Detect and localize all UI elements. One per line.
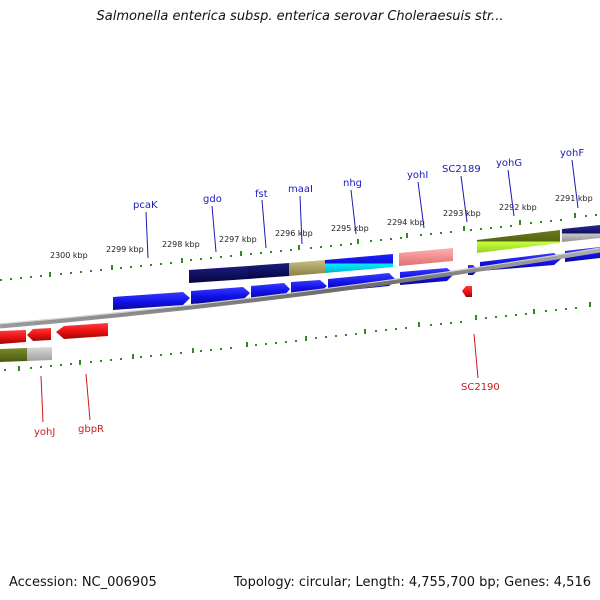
kbp-tick-label: 2295 kbp	[331, 224, 369, 233]
gene-label-yohl[interactable]: yohI	[407, 170, 428, 181]
reverse-gene-labels: yohJ gbpR SC2190	[34, 382, 500, 438]
backbone-highlight	[0, 247, 600, 325]
gene-label-gdo[interactable]: gdo	[203, 194, 222, 205]
gene-label-maal[interactable]: maaI	[288, 184, 313, 195]
gene-feature-gbpr[interactable]	[27, 347, 52, 361]
kbp-tick-label: 2292 kbp	[499, 203, 537, 212]
genome-summary: Topology: circular; Length: 4,755,700 bp…	[233, 575, 591, 590]
gene-feature-yohg[interactable]	[477, 230, 560, 253]
feature-track	[189, 225, 600, 283]
gene-label-yohf[interactable]: yohF	[560, 148, 584, 159]
reverse-cds-track	[0, 286, 472, 344]
forward-leader-lines	[145, 159, 579, 259]
gene-label-nhg[interactable]: nhg	[343, 178, 362, 189]
gene-label-pcak[interactable]: pcaK	[133, 200, 158, 211]
cds-arrow-pcak[interactable]	[113, 292, 190, 310]
genome-backbone	[0, 247, 600, 329]
outer-tick-track	[0, 213, 597, 281]
cds-arrow-yohj[interactable]	[0, 330, 26, 344]
kbp-tick-label: 2294 kbp	[387, 218, 425, 227]
gene-label-gbpr[interactable]: gbpR	[78, 424, 104, 435]
gene-feature-gdo[interactable]	[189, 266, 248, 283]
gene-feature-yohj[interactable]	[0, 348, 27, 362]
kbp-tick-label: 2293 kbp	[443, 209, 481, 218]
gene-feature-nhg[interactable]	[325, 254, 393, 273]
cds-arrow-sc2190[interactable]	[462, 286, 472, 297]
gene-feature-fst[interactable]	[248, 263, 289, 279]
kbp-tick-label: 2291 kbp	[555, 194, 593, 203]
forward-gene-labels: pcaK gdo fst maaI nhg yohI SC2189 yohG y…	[133, 148, 584, 211]
forward-cds-track	[113, 247, 600, 310]
gene-label-yohg[interactable]: yohG	[496, 158, 522, 169]
gene-label-sc2189[interactable]: SC2189	[442, 164, 481, 175]
genome-title: Salmonella enterica subsp. enterica sero…	[96, 9, 504, 24]
kbp-scale: 2300 kbp 2299 kbp 2298 kbp 2297 kbp 2296…	[50, 194, 593, 260]
gene-feature-yohl[interactable]	[399, 248, 453, 266]
gene-feature-yohf[interactable]	[562, 225, 600, 242]
cds-arrow-gbpr[interactable]	[56, 323, 108, 339]
kbp-tick-label: 2299 kbp	[106, 245, 144, 254]
gene-label-sc2190[interactable]: SC2190	[461, 382, 500, 393]
gene-label-yohj[interactable]: yohJ	[34, 427, 55, 438]
kbp-tick-label: 2296 kbp	[275, 229, 313, 238]
kbp-tick-label: 2300 kbp	[50, 251, 88, 260]
kbp-tick-label: 2298 kbp	[162, 240, 200, 249]
reverse-leader-lines	[40, 333, 479, 423]
gene-feature-maal[interactable]	[289, 260, 325, 276]
cds-arrow-yohj-2[interactable]	[27, 328, 51, 341]
kbp-tick-label: 2297 kbp	[219, 235, 257, 244]
lower-feature-track	[0, 347, 52, 362]
gene-label-fst[interactable]: fst	[255, 189, 268, 200]
accession-label: Accession: NC_006905	[9, 575, 157, 590]
inner-tick-track	[4, 302, 591, 371]
